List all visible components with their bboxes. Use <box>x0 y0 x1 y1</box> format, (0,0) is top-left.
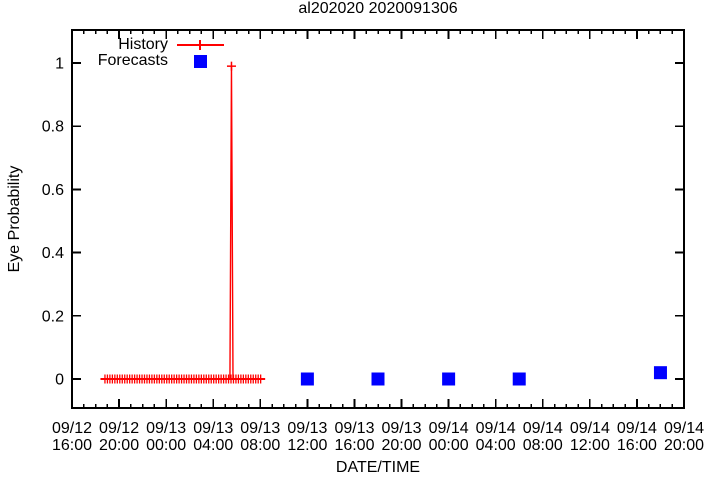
history-line-sample-icon <box>177 40 224 50</box>
y-axis-label: Eye Probability <box>6 165 23 273</box>
y-tick-label: 0.2 <box>42 308 64 325</box>
x-tick-label: 08:00 <box>523 437 563 454</box>
y-tick-label: 0.6 <box>42 182 64 199</box>
x-tick-label: 12:00 <box>287 437 327 454</box>
x-tick-label: 09/13 <box>240 420 280 437</box>
legend-label-history: History <box>118 36 168 53</box>
x-tick-label: 08:00 <box>240 437 280 454</box>
x-tick-label: 16:00 <box>52 437 92 454</box>
x-tick-label: 09/13 <box>334 420 374 437</box>
x-tick-label: 00:00 <box>429 437 469 454</box>
x-tick-label: 09/14 <box>617 420 657 437</box>
x-tick-label: 09/14 <box>476 420 516 437</box>
x-tick-label: 16:00 <box>334 437 374 454</box>
x-tick-label: 09/13 <box>193 420 233 437</box>
forecast-point <box>512 372 526 386</box>
plus-marker-icon <box>199 40 201 50</box>
x-tick-label: 09/13 <box>382 420 422 437</box>
x-tick-label: 09/14 <box>429 420 469 437</box>
x-tick-label: 00:00 <box>146 437 186 454</box>
history-spike <box>229 66 234 380</box>
y-tick-label: 0.8 <box>42 119 64 136</box>
x-tick-label: 20:00 <box>382 437 422 454</box>
x-tick-label: 04:00 <box>476 437 516 454</box>
x-tick-label: 09/14 <box>570 420 610 437</box>
x-tick-label: 09/14 <box>664 420 704 437</box>
x-axis-label: DATE/TIME <box>335 459 421 476</box>
forecast-point <box>653 366 667 380</box>
forecast-square-sample-icon <box>194 55 207 68</box>
y-tick-label: 0 <box>55 372 64 389</box>
forecasts-series <box>300 366 667 386</box>
x-tick-label: 04:00 <box>193 437 233 454</box>
x-tick-label: 16:00 <box>617 437 657 454</box>
legend-label-forecasts: Forecasts <box>97 52 168 69</box>
x-tick-label: 12:00 <box>570 437 610 454</box>
x-tick-label: 09/12 <box>52 420 92 437</box>
chart-title: al202020 2020091306 <box>298 0 458 17</box>
x-tick-label: 09/12 <box>99 420 139 437</box>
history-series <box>100 61 266 384</box>
x-tick-label: 20:00 <box>664 437 704 454</box>
forecast-point <box>300 372 314 386</box>
x-tick-label: 20:00 <box>99 437 139 454</box>
forecast-point <box>442 372 456 386</box>
x-tick-label: 09/13 <box>146 420 186 437</box>
y-tick-label: 0.4 <box>42 245 64 262</box>
x-tick-label: 09/13 <box>287 420 327 437</box>
y-tick-label: 1 <box>55 56 64 73</box>
plot-border <box>71 29 685 409</box>
x-tick-label: 09/14 <box>523 420 563 437</box>
forecast-point <box>371 372 385 386</box>
